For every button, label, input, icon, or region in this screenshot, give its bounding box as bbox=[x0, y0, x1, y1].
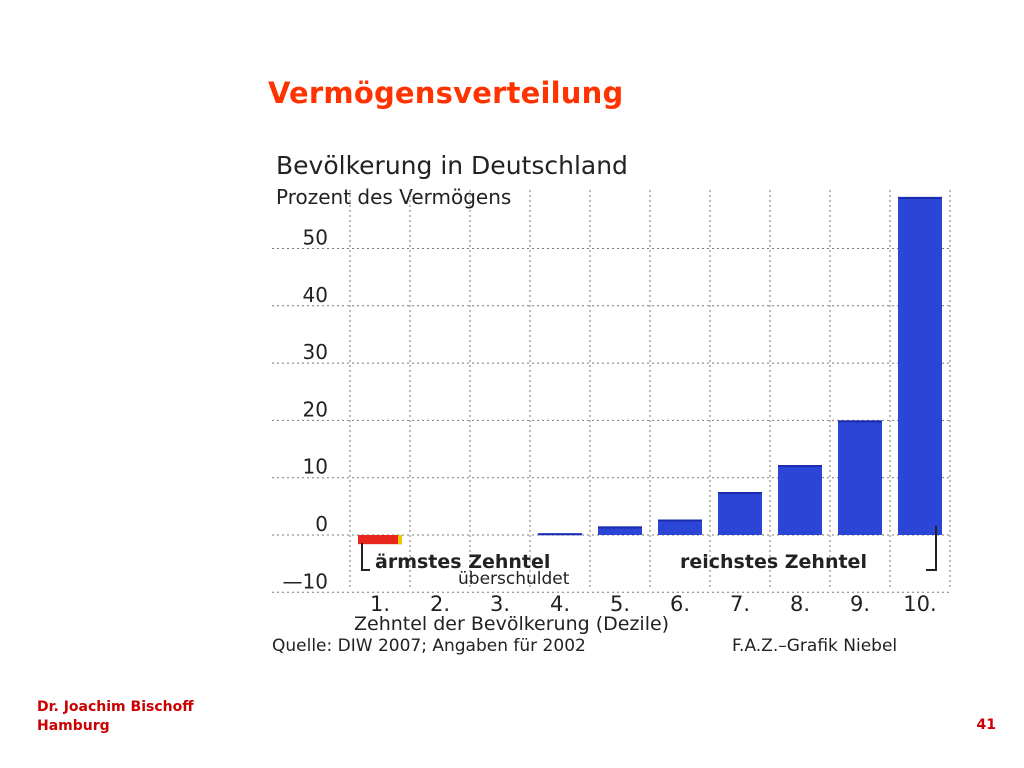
bar-top-edge bbox=[598, 526, 642, 529]
page-number: 41 bbox=[976, 717, 996, 733]
x-tick-label: 1. bbox=[370, 592, 390, 616]
y-tick-label: 20 bbox=[303, 397, 328, 421]
annotation-richest-tenth: reichstes Zehntel bbox=[680, 551, 867, 573]
grid-lines bbox=[272, 190, 951, 593]
author-city: Hamburg bbox=[37, 718, 110, 734]
bar-decile-1 bbox=[358, 535, 402, 545]
author-name: Dr. Joachim Bischoff bbox=[37, 699, 194, 715]
y-tick-label: 10 bbox=[303, 455, 328, 479]
slide-title: Vermögensverteilung bbox=[268, 76, 624, 110]
bar-top-edge bbox=[658, 519, 702, 522]
bar-decile-10 bbox=[898, 196, 942, 535]
x-tick-label: 2. bbox=[430, 592, 450, 616]
x-tick-label: 3. bbox=[490, 592, 510, 616]
richest-bracket bbox=[926, 526, 937, 571]
author-block: Dr. Joachim Bischoff Hamburg bbox=[37, 698, 194, 736]
y-tick-label: —10 bbox=[283, 569, 328, 593]
poorest-bracket bbox=[361, 543, 370, 571]
x-tick-label: 6. bbox=[670, 592, 690, 616]
bar-decile-6 bbox=[658, 519, 702, 535]
y-tick-label: 40 bbox=[303, 283, 328, 307]
x-axis-label: Zehntel der Bevölkerung (Dezile) bbox=[354, 613, 669, 635]
annotation-brackets bbox=[361, 526, 937, 571]
y-tick-label: 0 bbox=[315, 512, 328, 536]
bar-top-edge bbox=[898, 196, 942, 199]
y-tick-label: 50 bbox=[303, 226, 328, 250]
x-tick-label: 4. bbox=[550, 592, 570, 616]
y-tick-label: 30 bbox=[303, 340, 328, 364]
bar-decile-7 bbox=[718, 492, 762, 535]
x-tick-label: 9. bbox=[850, 592, 870, 616]
x-axis-ticks: 1. 2. 3. 4. 5. 6. 7. 8. 9. 10. bbox=[370, 592, 937, 616]
chart-canvas: Bevölkerung in Deutschland Prozent des V… bbox=[272, 151, 951, 656]
bar-top-edge bbox=[778, 465, 822, 468]
bars bbox=[358, 196, 942, 545]
chart-subtitle: Prozent des Vermögens bbox=[276, 185, 511, 209]
bar-top-edge bbox=[718, 492, 762, 495]
chart-credit: F.A.Z.–Grafik Niebel bbox=[732, 636, 897, 656]
x-tick-label: 5. bbox=[610, 592, 630, 616]
annotation-poorest-tenth: ärmstes Zehntel bbox=[375, 551, 550, 573]
bar-top-edge bbox=[538, 533, 582, 536]
annotation-indebted: überschuldet bbox=[458, 569, 570, 589]
y-axis-ticks: —10 0 10 20 30 40 50 bbox=[283, 226, 328, 594]
bar-decile-9 bbox=[838, 420, 882, 535]
chart-source: Quelle: DIW 2007; Angaben für 2002 bbox=[272, 636, 586, 656]
x-tick-label: 7. bbox=[730, 592, 750, 616]
bar-decile-8 bbox=[778, 465, 822, 535]
wealth-distribution-chart: Bevölkerung in Deutschland Prozent des V… bbox=[262, 140, 962, 660]
bar-decile-5 bbox=[598, 526, 642, 535]
bar-top-edge bbox=[838, 420, 882, 423]
x-tick-label: 10. bbox=[903, 592, 936, 616]
bar-edge-highlight bbox=[398, 535, 402, 545]
chart-title: Bevölkerung in Deutschland bbox=[276, 151, 628, 180]
x-tick-label: 8. bbox=[790, 592, 810, 616]
